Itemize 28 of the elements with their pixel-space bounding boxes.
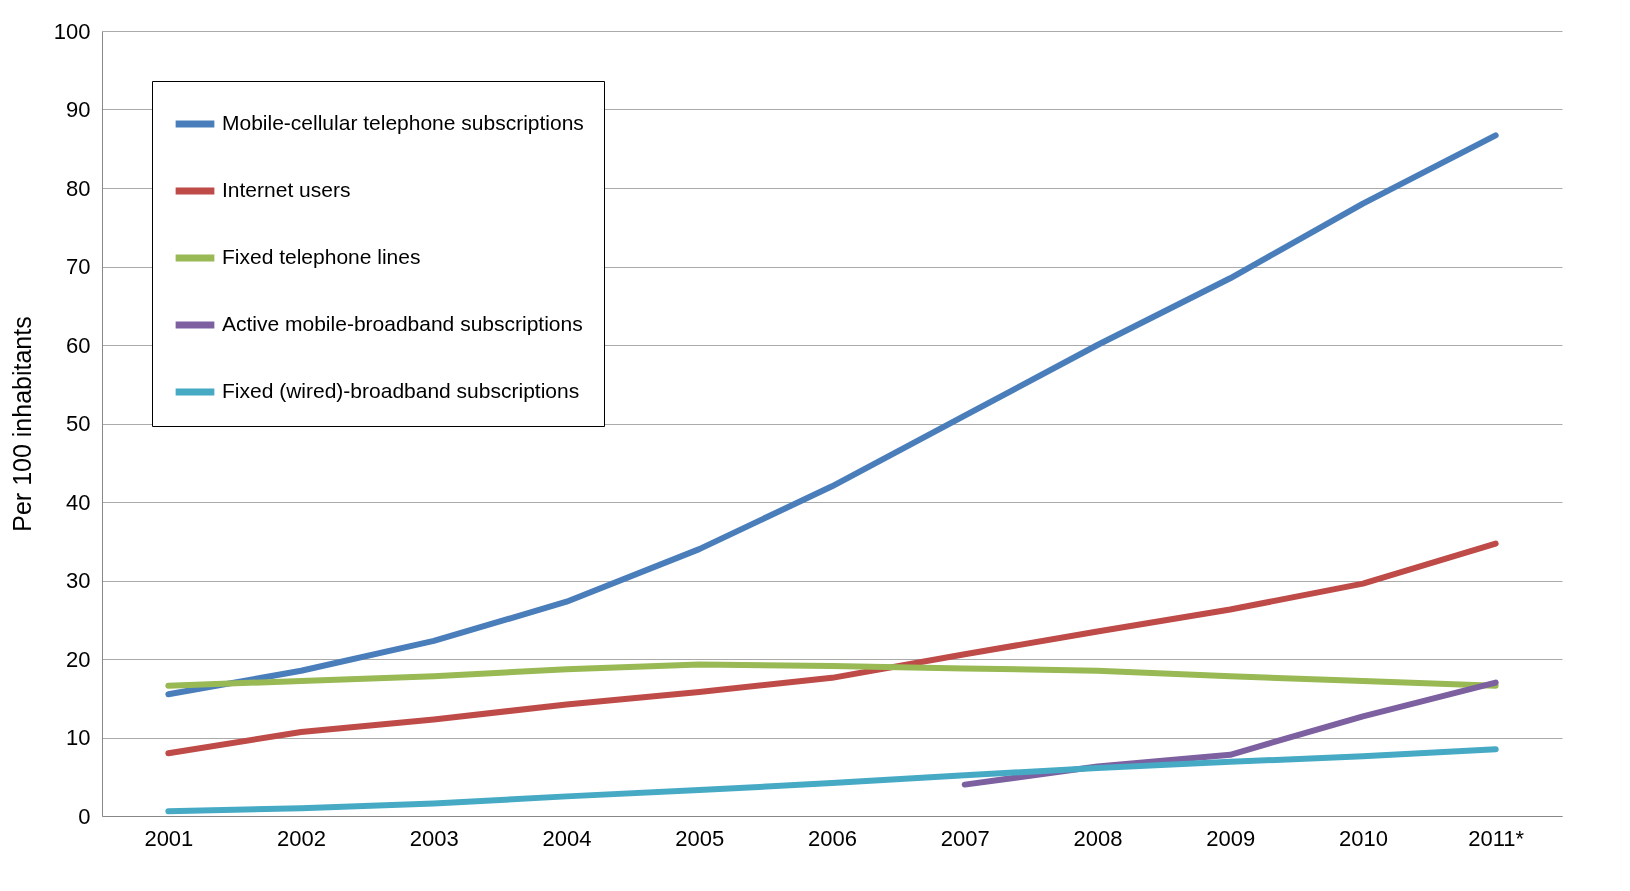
x-tick-label: 2011* <box>1468 825 1525 851</box>
x-tick-label: 2002 <box>277 825 327 851</box>
y-tick-label: 40 <box>66 489 91 515</box>
y-tick-label: 30 <box>66 568 91 593</box>
x-tick-label: 2003 <box>409 825 459 851</box>
legend-label: Fixed (wired)-broadband subscriptions <box>222 379 580 402</box>
x-tick-label: 2006 <box>808 825 857 851</box>
legend-label: Internet users <box>222 178 351 201</box>
x-tick-label: 2007 <box>940 825 990 851</box>
y-tick-label: 70 <box>66 254 91 279</box>
y-tick-label: 90 <box>66 97 91 122</box>
legend-label: Active mobile-broadband subscriptions <box>222 312 583 335</box>
x-tick-label: 2001 <box>144 825 194 851</box>
y-tick-label: 50 <box>66 411 91 436</box>
legend-label: Fixed telephone lines <box>222 245 421 268</box>
y-axis-title: Per 100 inhabitants <box>7 316 36 532</box>
x-tick-label: 2005 <box>675 825 725 851</box>
x-tick-label: 2008 <box>1073 825 1123 851</box>
legend-label: Mobile-cellular telephone subscriptions <box>222 111 584 134</box>
y-tick-label: 20 <box>66 646 91 672</box>
x-tick-label: 2010 <box>1338 825 1388 851</box>
x-tick-label: 2009 <box>1206 825 1256 851</box>
x-tick-label: 2004 <box>542 825 592 851</box>
y-tick-label: 10 <box>66 725 91 750</box>
y-tick-label: 80 <box>66 175 91 201</box>
y-tick-label: 0 <box>78 803 91 829</box>
y-tick-label: 100 <box>53 18 91 44</box>
y-tick-label: 60 <box>66 332 91 358</box>
